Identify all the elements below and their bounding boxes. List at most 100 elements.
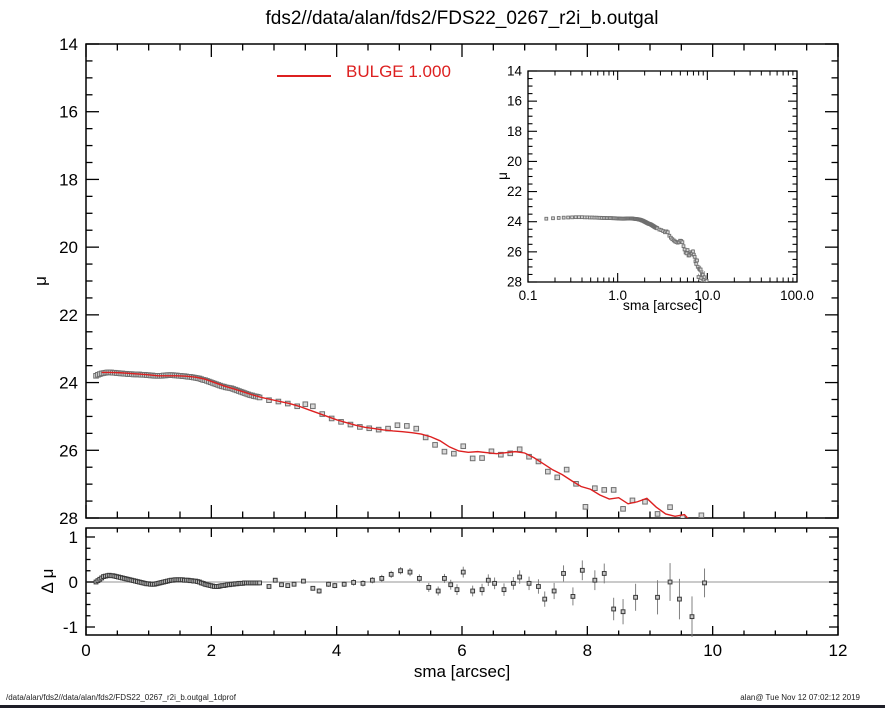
data-point-square [695, 258, 699, 263]
data-point-square [310, 403, 316, 410]
data-point-square [680, 240, 685, 245]
residual-point-square [592, 577, 598, 583]
inset-y-tick-label: 16 [507, 94, 522, 109]
legend-bulge-line-swatch [277, 75, 331, 77]
inset-plot-frame [527, 70, 798, 283]
residual-point-square [388, 571, 394, 577]
residual-point-square [416, 576, 422, 581]
residual-point-square [272, 577, 278, 583]
residual-point-square [442, 576, 447, 581]
data-point-square [469, 455, 476, 462]
residual-point-square [689, 614, 695, 620]
residual-point-square [326, 581, 331, 587]
data-point-square [554, 474, 561, 481]
inset-x-tick-label: 10.0 [694, 288, 720, 303]
residual-point-square [561, 571, 566, 576]
data-point-square [702, 275, 707, 280]
data-point-square [404, 423, 410, 429]
data-point-square [498, 451, 504, 458]
residual-point-square [316, 588, 322, 594]
data-point-square [654, 511, 661, 517]
data-point-square [551, 216, 555, 221]
inset-x-tick-label: 1.0 [608, 288, 627, 303]
data-point-square [570, 215, 574, 220]
data-point-square [698, 512, 705, 518]
residual-y-tick-label: -1 [63, 618, 78, 637]
residual-x-tick-label: 0 [81, 641, 90, 660]
residual-y-tick-label: 0 [69, 573, 78, 592]
main-plot: 14 16 18 20 22 24 26 28 [59, 35, 839, 528]
residual-point-square [351, 580, 356, 585]
residual-x-tick-label: 10 [703, 641, 722, 660]
data-point-square [704, 278, 709, 282]
residual-y-axis-title: Δ μ [38, 568, 57, 594]
residual-point-square [655, 594, 660, 600]
main-y-tick-label: 24 [59, 374, 78, 393]
data-point-square [516, 446, 523, 453]
inset-y-tick-label: 14 [507, 64, 523, 79]
inset-y-tick-label: 22 [507, 184, 522, 199]
residual-point-square [570, 594, 576, 599]
residual-point-square [551, 588, 557, 594]
residual-point-square [369, 577, 375, 583]
residual-plot: 0 2 4 6 8 10 12-101 [63, 527, 848, 660]
inset-x-tick-label: 100.0 [780, 288, 814, 303]
data-point-square [691, 249, 695, 254]
inset-x-tick-label: 0.1 [519, 288, 538, 303]
residual-point-square [667, 579, 673, 585]
main-y-tick-label: 26 [59, 441, 78, 460]
data-point-square [577, 215, 581, 220]
main-y-axis-title: μ [31, 276, 50, 286]
residual-point-square [332, 583, 338, 589]
data-point-square [507, 450, 514, 457]
data-point-square [544, 216, 549, 221]
residual-point-square [426, 585, 432, 590]
data-point-square [592, 485, 598, 492]
residual-point-square [620, 609, 626, 615]
window-bottom-edge-bar [0, 705, 885, 708]
data-point-square [566, 215, 570, 220]
residual-point-square [301, 578, 306, 584]
residual-point-square [510, 580, 516, 586]
data-point-square [573, 215, 578, 220]
residual-point-square [435, 588, 441, 594]
residual-y-tick-label: 1 [69, 528, 78, 547]
residual-x-tick-label: 12 [829, 641, 848, 660]
data-point-square [698, 267, 703, 272]
main-y-tick-label: 20 [59, 238, 78, 257]
data-point-square [302, 401, 309, 408]
data-point-square [561, 215, 566, 220]
residual-point-square [526, 580, 532, 586]
main-y-tick-label: 28 [59, 509, 78, 528]
inset-y-tick-label: 24 [507, 214, 523, 229]
data-point-square [582, 504, 589, 510]
data-point-square [479, 455, 485, 461]
main-observed-series [93, 369, 705, 518]
x-axis-title: sma [arcsec] [413, 662, 511, 681]
data-point-square [692, 254, 697, 259]
residual-point-square [702, 580, 707, 586]
residual-point-square [501, 587, 507, 593]
data-point-square [610, 487, 617, 493]
residual-point-square [285, 583, 291, 589]
data-point-square [681, 244, 686, 248]
inset-x-axis-title: sma [arcsec] [622, 297, 703, 313]
data-point-square [413, 425, 420, 432]
inset-y-tick-label: 26 [507, 244, 522, 259]
residual-point-square [479, 587, 485, 593]
residual-point-square [454, 587, 460, 593]
residual-series [93, 560, 707, 637]
residual-point-square [407, 569, 413, 575]
residual-point-square [291, 581, 297, 587]
inset-y-tick-label: 20 [507, 154, 522, 169]
data-point-square [432, 442, 438, 448]
inset-y-axis-title: μ [495, 172, 510, 180]
residual-point-square [257, 580, 262, 586]
data-point-square [441, 448, 448, 455]
residual-point-square [360, 580, 366, 586]
inset-observed-series [544, 215, 709, 282]
inset-y-tick-label: 28 [507, 275, 522, 290]
residual-point-square [470, 588, 476, 594]
